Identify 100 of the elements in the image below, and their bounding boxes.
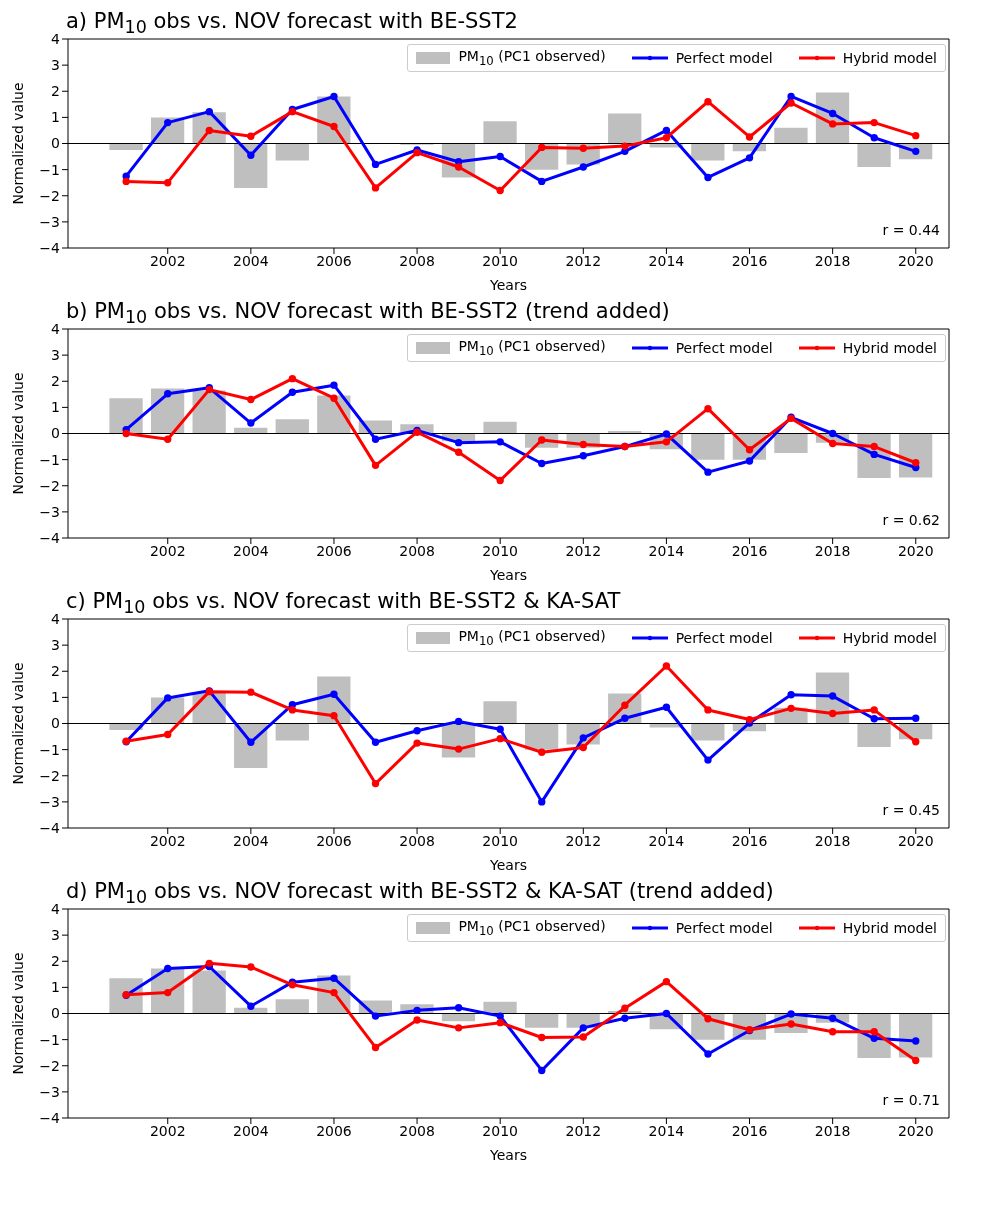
- chart-title: c) PM$_{10}$ obs vs. NOV forecast with BE-SST2 & KA-SAT: [66, 589, 621, 618]
- x-tick-label: 2008: [399, 252, 435, 269]
- y-axis-title: Normalized value: [9, 662, 26, 785]
- x-tick-label: 2008: [399, 542, 435, 559]
- annotation: r = 0.45: [882, 802, 940, 818]
- x-tick-label: 2012: [565, 832, 602, 849]
- legend-label: Perfect model: [675, 49, 773, 66]
- y-axis-title: Normalized value: [9, 82, 26, 205]
- y-tick-label: −2: [39, 187, 60, 204]
- x-tick-label: 2014: [648, 542, 685, 559]
- x-tick-label: 2016: [731, 542, 768, 559]
- y-tick-label: 0: [51, 1005, 60, 1022]
- x-tick-label: 2004: [233, 832, 269, 849]
- x-tick-label: 2002: [149, 1122, 186, 1139]
- y-tick-label: −4: [39, 529, 61, 546]
- y-tick-label: −1: [39, 741, 60, 758]
- legend-label: Perfect model: [675, 339, 773, 356]
- x-tick-label: 2016: [731, 252, 768, 269]
- legend-label: Hybrid model: [842, 339, 937, 356]
- x-tick-label: 2002: [149, 252, 186, 269]
- x-tick-label: 2018: [814, 542, 851, 559]
- y-tick-label: −2: [39, 477, 60, 494]
- x-tick-label: 2006: [316, 1122, 352, 1139]
- y-tick-label: −4: [39, 1109, 61, 1126]
- x-tick-label: 2018: [814, 252, 851, 269]
- chart-title: d) PM$_{10}$ obs vs. NOV forecast with BE-SST2 & KA-SAT (trend added): [66, 879, 774, 908]
- legend-label: Perfect model: [675, 629, 773, 646]
- y-tick-label: −2: [39, 1057, 60, 1074]
- y-tick-label: 4: [51, 610, 61, 627]
- x-tick-label: 2014: [648, 832, 685, 849]
- x-tick-label: 2008: [399, 1122, 435, 1139]
- legend-label: Hybrid model: [842, 629, 937, 646]
- x-axis-title: Years: [489, 277, 527, 293]
- x-tick-label: 2020: [897, 252, 934, 269]
- x-axis-title: Years: [489, 857, 527, 873]
- x-tick-label: 2018: [814, 1122, 851, 1139]
- y-tick-label: 0: [51, 715, 60, 732]
- legend-label: Hybrid model: [842, 49, 937, 66]
- y-tick-label: −4: [39, 239, 61, 256]
- chart-title: b) PM$_{10}$ obs vs. NOV forecast with BE-SST2 (trend added): [66, 299, 670, 328]
- y-tick-label: 4: [51, 30, 61, 47]
- y-tick-label: −3: [39, 1083, 60, 1100]
- y-tick-label: −1: [39, 451, 60, 468]
- y-axis-title: Normalized value: [9, 952, 26, 1075]
- legend-label: Perfect model: [675, 919, 773, 936]
- y-tick-label: −2: [39, 767, 60, 784]
- y-tick-label: 1: [51, 979, 60, 996]
- x-tick-label: 2018: [814, 832, 851, 849]
- legend-label: Hybrid model: [842, 919, 937, 936]
- x-tick-label: 2012: [565, 1122, 602, 1139]
- y-tick-label: 1: [51, 399, 60, 416]
- legend-label: PM$_{10}$ (PC1 observed): [458, 338, 606, 358]
- annotation: r = 0.62: [882, 512, 940, 528]
- annotation: r = 0.71: [882, 1092, 940, 1108]
- x-tick-label: 2004: [233, 252, 269, 269]
- x-tick-label: 2020: [897, 542, 934, 559]
- y-tick-label: 0: [51, 135, 60, 152]
- x-tick-label: 2010: [482, 832, 519, 849]
- x-tick-label: 2010: [482, 542, 519, 559]
- x-tick-label: 2004: [233, 1122, 269, 1139]
- legend-label: PM$_{10}$ (PC1 observed): [458, 918, 606, 938]
- y-tick-label: 2: [51, 83, 60, 100]
- x-tick-label: 2010: [482, 1122, 519, 1139]
- x-tick-label: 2006: [316, 252, 352, 269]
- legend-label: PM$_{10}$ (PC1 observed): [458, 628, 606, 648]
- x-tick-label: 2014: [648, 252, 685, 269]
- y-tick-label: 3: [51, 927, 60, 944]
- x-tick-label: 2006: [316, 832, 352, 849]
- y-tick-label: −1: [39, 1031, 60, 1048]
- x-tick-label: 2012: [565, 542, 602, 559]
- y-tick-label: 4: [51, 900, 61, 917]
- x-tick-label: 2014: [648, 1122, 685, 1139]
- chart-title: a) PM$_{10}$ obs vs. NOV forecast with BE-SST2: [66, 9, 518, 38]
- y-tick-label: −1: [39, 161, 60, 178]
- legend-label: PM$_{10}$ (PC1 observed): [458, 48, 606, 68]
- x-tick-label: 2012: [565, 252, 602, 269]
- x-axis-title: Years: [489, 567, 527, 583]
- x-tick-label: 2020: [897, 832, 934, 849]
- y-tick-label: 0: [51, 425, 60, 442]
- y-tick-label: 3: [51, 637, 60, 654]
- x-axis-title: Years: [489, 1147, 527, 1163]
- y-tick-label: 3: [51, 57, 60, 74]
- x-tick-label: 2002: [149, 542, 186, 559]
- y-axis-title: Normalized value: [9, 372, 26, 495]
- x-tick-label: 2020: [897, 1122, 934, 1139]
- y-tick-label: 2: [51, 373, 60, 390]
- y-tick-label: 3: [51, 347, 60, 364]
- y-tick-label: −4: [39, 819, 61, 836]
- y-tick-label: 4: [51, 320, 61, 337]
- annotation: r = 0.44: [882, 222, 940, 238]
- x-tick-label: 2016: [731, 1122, 768, 1139]
- x-tick-label: 2016: [731, 832, 768, 849]
- y-tick-label: 2: [51, 953, 60, 970]
- y-tick-label: 2: [51, 663, 60, 680]
- x-tick-label: 2004: [233, 542, 269, 559]
- y-tick-label: 1: [51, 109, 60, 126]
- x-tick-label: 2002: [149, 832, 186, 849]
- y-tick-label: −3: [39, 503, 60, 520]
- x-tick-label: 2008: [399, 832, 435, 849]
- y-tick-label: 1: [51, 689, 60, 706]
